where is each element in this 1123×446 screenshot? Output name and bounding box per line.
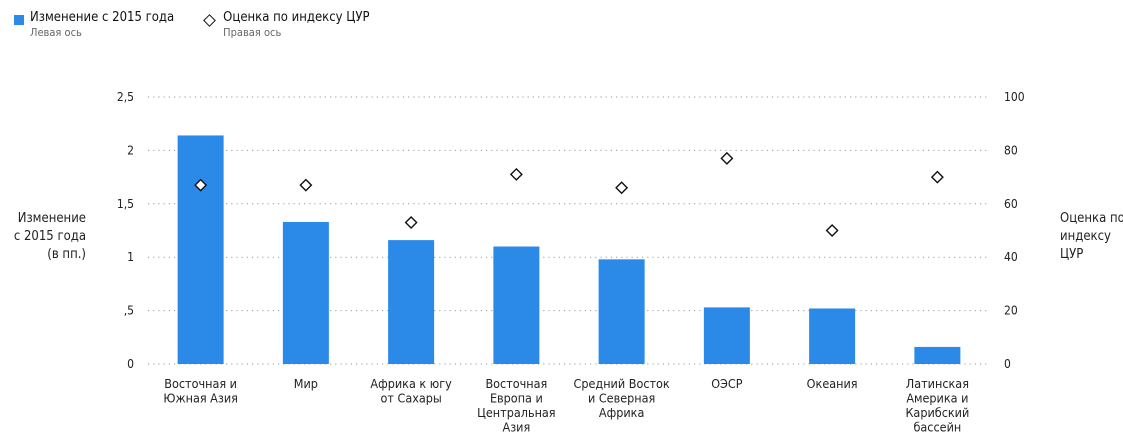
legend-item-bar: Изменение с 2015 года Левая ось [14, 10, 174, 40]
y-right-tick-label: 60 [1004, 197, 1018, 211]
legend: Изменение с 2015 года Левая ось Оценка п… [14, 10, 370, 40]
x-category-label: Африка к югу от Сахары [370, 376, 452, 406]
y-axis-left-label: Изменение с 2015 года (в пп.) [8, 210, 86, 264]
y-right-tick-label: 20 [1004, 304, 1018, 318]
y-left-tick-label: 1,5 [117, 197, 134, 211]
x-category-label-line: Африка [599, 405, 644, 420]
y-left-tick-label: 1 [127, 250, 134, 264]
y-left-tick-label: 0 [127, 357, 134, 371]
score-diamond-marker [509, 167, 523, 181]
y-axis-left-label-line: (в пп.) [47, 247, 86, 262]
x-category-label-line: Южная Азия [163, 391, 238, 406]
bar [282, 221, 329, 364]
x-category-label-line: от Сахары [380, 391, 441, 406]
score-diamond-marker [404, 216, 418, 229]
legend-item-diamond: Оценка по индексу ЦУР Правая ось [202, 10, 370, 40]
y-axis-right-label-line: индексу [1060, 229, 1111, 244]
bar [388, 240, 435, 364]
y-left-tick-label: 2 [127, 143, 134, 157]
x-category-label-line: Океания [807, 376, 858, 391]
legend-bar-sub: Левая ось [30, 26, 82, 39]
y-right-tick-label: 80 [1004, 143, 1018, 157]
bar [914, 346, 961, 364]
x-category-label-line: Восточная и [164, 376, 237, 391]
x-category-label-line: Карибский [905, 405, 969, 420]
x-category-label-line: Восточная [485, 376, 547, 391]
y-left-tick-label: ,5 [124, 304, 134, 318]
legend-bar-swatch [14, 15, 24, 25]
bar [177, 135, 224, 364]
score-diamond-marker [299, 178, 313, 192]
x-category-label-line: Мир [294, 376, 318, 391]
x-category-label: Океания [807, 376, 858, 391]
score-diamond-marker [194, 178, 208, 192]
y-axis-left-label-line: с 2015 года [13, 229, 86, 244]
bar [703, 307, 750, 364]
bar [598, 259, 645, 364]
x-category-label-line: бассейн [913, 420, 961, 435]
bar [809, 308, 856, 364]
x-category-label-line: Латинская [906, 376, 969, 391]
score-diamond-marker [720, 151, 734, 165]
y-right-tick-label: 0 [1004, 357, 1011, 371]
x-category-label: Средний Восток и Северная Африка [574, 376, 670, 420]
y-axis-right-label-line: Оценка по [1060, 211, 1123, 226]
y-right-tick-label: 100 [1004, 90, 1025, 104]
score-diamond-marker [930, 170, 944, 184]
y-axis-right-label: Оценка по индексу ЦУР [1060, 210, 1123, 264]
x-category-label-line: ОЭСР [711, 376, 743, 391]
x-category-label-line: Европа и [490, 391, 543, 406]
x-category-label-line: Америка и [906, 391, 968, 406]
score-diamond-marker [825, 224, 839, 237]
legend-diamond-sub: Правая ось [223, 26, 282, 39]
legend-bar-title: Изменение с 2015 года [30, 10, 175, 25]
x-category-label: Мир [294, 376, 318, 391]
y-right-tick-label: 40 [1004, 250, 1018, 264]
x-category-label-line: и Северная [588, 391, 655, 406]
score-diamond-marker [615, 181, 629, 195]
x-category-label: ОЭСР [711, 376, 743, 391]
x-category-label: Латинская Америка и Карибский бассейн [905, 376, 969, 435]
y-axis-left-label-line: Изменение [17, 211, 86, 226]
y-axis-right-label-line: ЦУР [1060, 247, 1084, 262]
x-category-label-line: Средний Восток [574, 376, 670, 391]
x-category-label: Восточная Европа и Центральная Азия [477, 376, 555, 435]
x-category-label: Восточная и Южная Азия [163, 376, 238, 406]
legend-diamond-title: Оценка по индексу ЦУР [223, 10, 370, 25]
bar [493, 246, 540, 364]
y-left-tick-label: 2,5 [117, 90, 134, 104]
x-category-label-line: Азия [503, 420, 531, 435]
x-category-label-line: Центральная [477, 405, 555, 420]
x-category-label-line: Африка к югу [370, 376, 452, 391]
